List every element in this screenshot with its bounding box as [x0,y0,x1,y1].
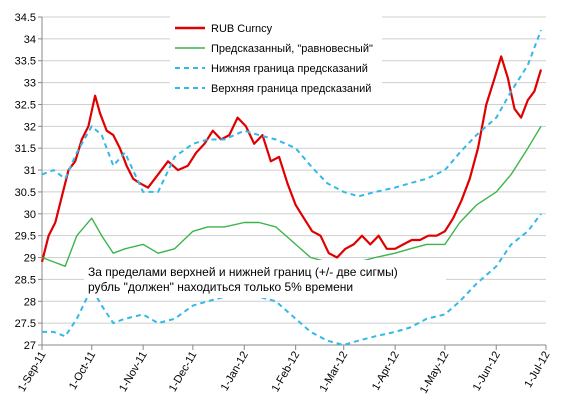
legend-label-1: RUB Curncy [211,23,273,35]
legend-label-3: Нижняя граница предсказаний [211,63,368,75]
y-tick-label: 33.5 [15,56,36,68]
y-tick-label: 28 [24,296,36,308]
legend-label-2: Предсказанный, "равновесный" [211,43,373,55]
series-line-4 [41,29,542,198]
y-tick-label: 32.5 [15,99,36,111]
series-line-1 [40,55,543,263]
series-line-2 [41,125,542,267]
series-layer [40,29,543,346]
legend: RUB Curncy Предсказанный, "равновесный" Ни… [170,12,382,96]
y-tick-label: 34.5 [15,12,36,24]
y-tick-label: 29 [24,253,36,265]
legend-box [170,12,382,96]
y-tick-label: 30 [24,209,36,221]
annotation: За пределами верхней и нижней границ (+/… [84,260,446,298]
legend-label-4: Верхняя граница предсказаний [211,83,371,95]
y-tick-label: 28.5 [15,274,36,286]
y-tick-label: 33 [24,78,36,90]
y-tick-label: 31.5 [15,143,36,155]
annotation-line-2: рубль "должен" находиться только 5% врем… [88,280,353,294]
y-tick-label: 30.5 [15,187,36,199]
y-tick-label: 29.5 [15,231,36,243]
annotation-line-1: За пределами верхней и нижней границ (+/… [88,265,398,279]
y-tick-label: 34 [24,34,36,46]
y-tick-label: 31 [24,165,36,177]
y-tick-label: 32 [24,121,36,133]
y-tick-label: 27.5 [15,318,36,330]
y-tick-label: 27 [24,340,36,352]
annotation-box [84,260,446,298]
series-line-3 [42,213,542,346]
